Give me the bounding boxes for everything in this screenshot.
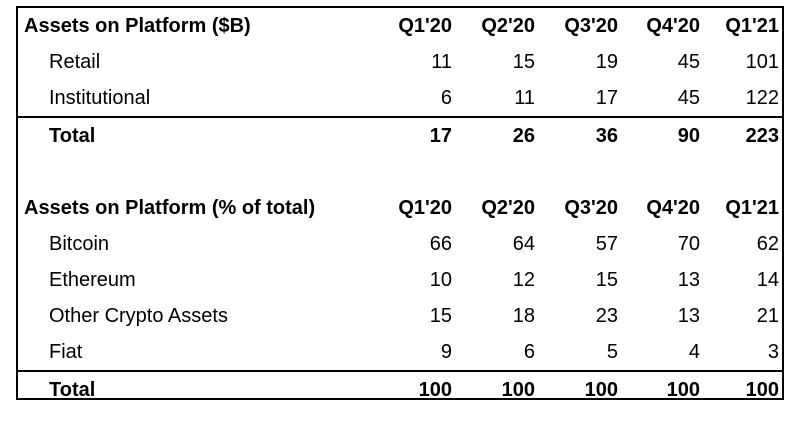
table-row-ethereum: Ethereum 10 12 15 13 14 <box>18 262 782 298</box>
col-header-q1-20: Q1'20 <box>398 15 452 37</box>
assets-table: Assets on Platform ($B) Q1'20 Q2'20 Q3'2… <box>18 8 782 408</box>
cell: 5 <box>606 341 618 363</box>
col-header-q3-20: Q3'20 <box>564 15 618 37</box>
cell: 70 <box>677 233 700 255</box>
cell: 64 <box>512 233 535 255</box>
row-label: Ethereum <box>49 269 136 291</box>
cell: 62 <box>756 233 779 255</box>
cell: 17 <box>595 87 618 109</box>
table-row-fiat: Fiat 9 6 5 4 3 <box>18 334 782 371</box>
total-cell: 100 <box>452 370 535 408</box>
cell: 15 <box>512 51 535 73</box>
total-cell: 100 <box>535 370 618 408</box>
cell: 57 <box>595 233 618 255</box>
total-label: Total <box>18 370 368 408</box>
usd-section-title: Assets on Platform ($B) <box>24 15 251 37</box>
row-label: Fiat <box>49 341 83 363</box>
row-label: Bitcoin <box>49 233 110 255</box>
cell: 9 <box>440 341 452 363</box>
table-row-retail: Retail 11 15 19 45 101 <box>18 44 782 80</box>
cell: 10 <box>429 269 452 291</box>
cell: 12 <box>512 269 535 291</box>
total-cell: 26 <box>452 116 535 154</box>
table-row-bitcoin: Bitcoin 66 64 57 70 62 <box>18 226 782 262</box>
row-label: Other Crypto Assets <box>49 305 228 327</box>
cell: 101 <box>745 51 779 73</box>
table-row-institutional: Institutional 6 11 17 45 122 <box>18 80 782 117</box>
cell: 15 <box>429 305 452 327</box>
col-header-q1-21: Q1'21 <box>725 197 779 219</box>
total-cell: 17 <box>368 116 452 154</box>
cell: 66 <box>429 233 452 255</box>
cell: 15 <box>595 269 618 291</box>
total-cell: 223 <box>700 116 782 154</box>
col-header-q4-20: Q4'20 <box>646 197 700 219</box>
cell: 122 <box>745 87 779 109</box>
col-header-q1-21: Q1'21 <box>725 15 779 37</box>
cell: 4 <box>688 341 700 363</box>
col-header-q4-20: Q4'20 <box>646 15 700 37</box>
cell: 14 <box>756 269 779 291</box>
usd-total-row: Total 17 26 36 90 223 <box>18 116 782 154</box>
total-label: Total <box>18 116 368 154</box>
cell: 23 <box>595 305 618 327</box>
row-label: Retail <box>49 51 101 73</box>
total-cell: 90 <box>618 116 700 154</box>
table-row-other-crypto: Other Crypto Assets 15 18 23 13 21 <box>18 298 782 334</box>
usd-header-row: Assets on Platform ($B) Q1'20 Q2'20 Q3'2… <box>18 8 782 44</box>
total-cell: 100 <box>368 370 452 408</box>
col-header-q2-20: Q2'20 <box>481 197 535 219</box>
cell: 11 <box>431 51 452 73</box>
row-label: Institutional <box>49 87 151 109</box>
cell: 6 <box>523 341 535 363</box>
cell: 3 <box>767 341 779 363</box>
cell: 21 <box>756 305 779 327</box>
col-header-q2-20: Q2'20 <box>481 15 535 37</box>
table-frame: Assets on Platform ($B) Q1'20 Q2'20 Q3'2… <box>16 6 784 408</box>
col-header-q1-20: Q1'20 <box>398 197 452 219</box>
cell: 13 <box>677 305 700 327</box>
total-cell: 100 <box>700 370 782 408</box>
cell: 13 <box>677 269 700 291</box>
pct-section-title: Assets on Platform (% of total) <box>24 197 316 219</box>
total-cell: 36 <box>535 116 618 154</box>
cell: 45 <box>677 51 700 73</box>
pct-total-row: Total 100 100 100 100 100 <box>18 370 782 408</box>
cell: 18 <box>512 305 535 327</box>
cell: 11 <box>514 87 535 109</box>
cell: 6 <box>440 87 452 109</box>
total-cell: 100 <box>618 370 700 408</box>
cell: 19 <box>595 51 618 73</box>
cell: 45 <box>677 87 700 109</box>
pct-header-row: Assets on Platform (% of total) Q1'20 Q2… <box>18 190 782 226</box>
col-header-q3-20: Q3'20 <box>564 197 618 219</box>
section-spacer <box>18 154 782 190</box>
